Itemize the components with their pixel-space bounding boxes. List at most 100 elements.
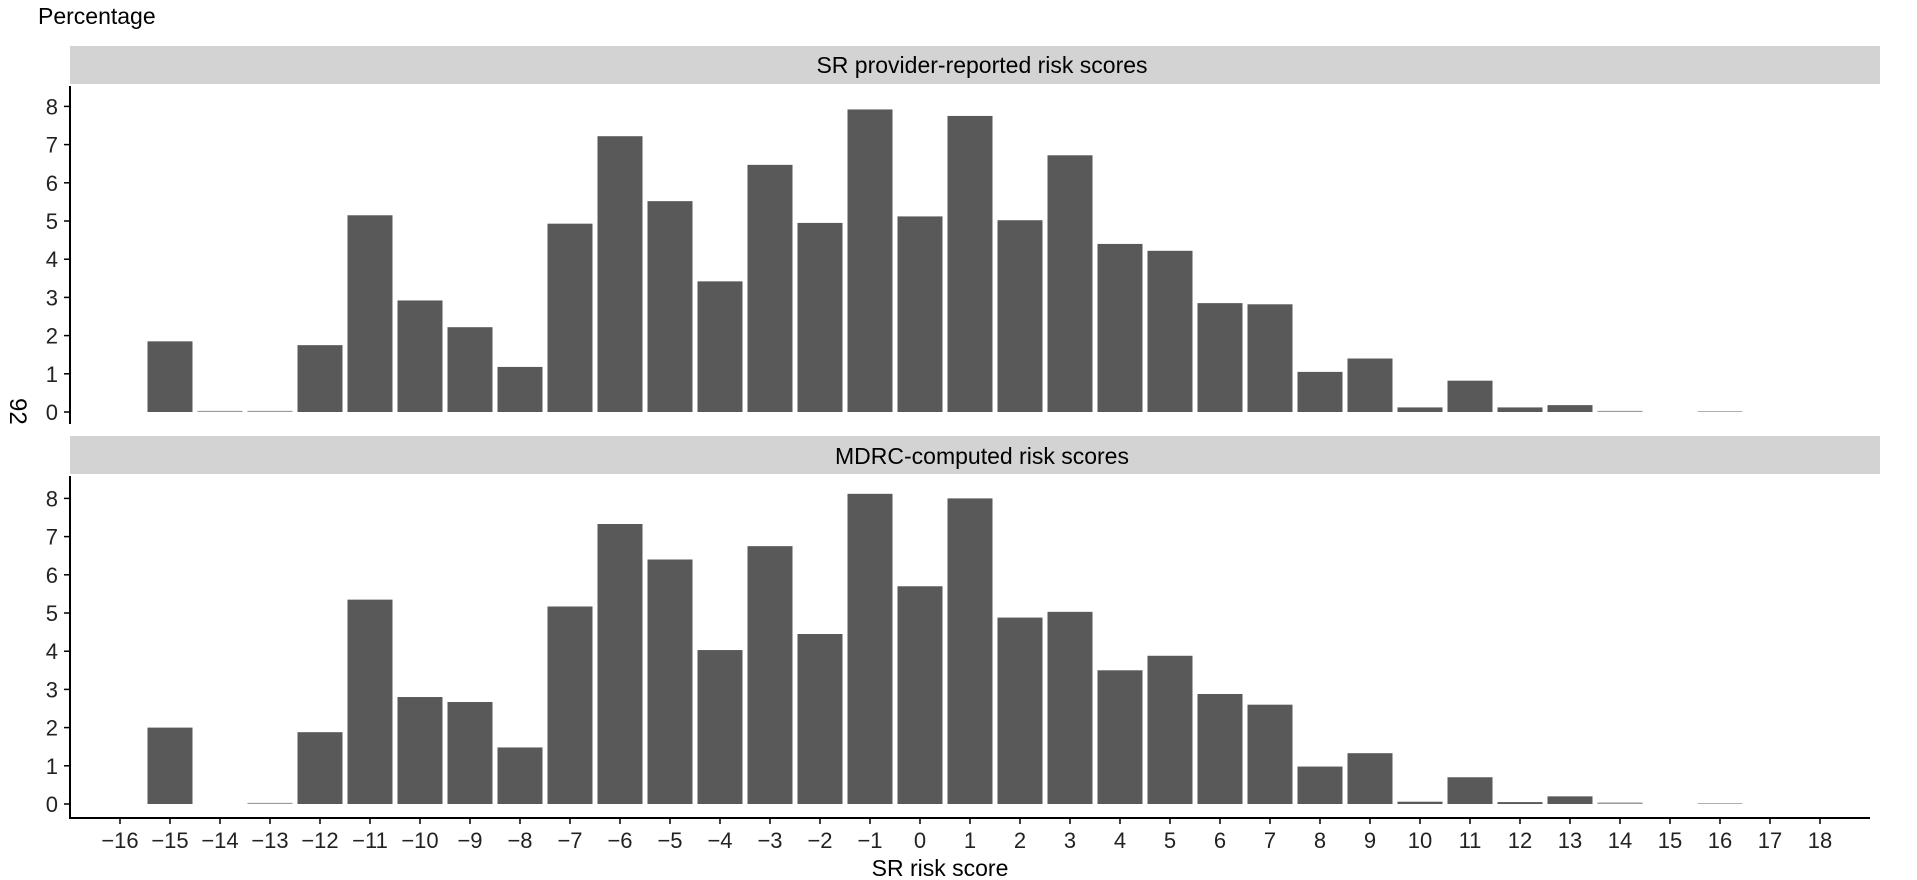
y-ticks-group: 0 1 2 3 4 5 6 7 8 — [46, 486, 70, 817]
bar-11 — [1447, 777, 1493, 804]
x-tick-label: 0 — [914, 828, 926, 853]
strip-title: SR provider-reported risk scores — [816, 52, 1147, 78]
x-tick-label: −10 — [401, 828, 438, 853]
x-tick-label: 7 — [1264, 828, 1276, 853]
y-tick-label: 7 — [46, 525, 58, 550]
page-number-mark: 92 — [4, 398, 31, 425]
bar-minus-13 — [247, 410, 293, 412]
bar-8 — [1297, 766, 1343, 804]
bar-5 — [1147, 655, 1193, 804]
x-tick-label: −4 — [707, 828, 732, 853]
bar-5 — [1147, 250, 1193, 412]
bar-minus-14 — [197, 410, 243, 412]
bar-minus-15 — [147, 727, 193, 804]
bar-6 — [1197, 303, 1243, 412]
bar-minus-3 — [747, 546, 793, 804]
y-tick-label: 5 — [46, 601, 58, 626]
x-tick-label: −11 — [352, 828, 388, 853]
y-tick-label: 7 — [46, 133, 58, 158]
x-tick-label: −6 — [607, 828, 632, 853]
bar-0 — [897, 586, 943, 804]
bar-2 — [997, 617, 1043, 804]
bar-minus-7 — [547, 223, 593, 412]
bar-minus-2 — [797, 222, 843, 412]
x-tick-label: −7 — [557, 828, 582, 853]
x-tick-label: −3 — [757, 828, 782, 853]
strip-background — [70, 436, 1880, 474]
x-tick-label: 2 — [1014, 828, 1026, 853]
x-tick-label: −8 — [507, 828, 532, 853]
y-tick-label: 3 — [46, 285, 58, 310]
bar-12 — [1497, 802, 1543, 804]
bar-16 — [1697, 411, 1743, 412]
y-axis-title: Percentage — [38, 3, 156, 29]
x-tick-label: 3 — [1064, 828, 1076, 853]
x-tick-label: −13 — [251, 828, 288, 853]
bar-13 — [1547, 405, 1593, 412]
x-tick-label: −2 — [807, 828, 832, 853]
y-ticks-group: 0 1 2 3 4 5 6 7 8 — [46, 94, 70, 425]
bar-8 — [1297, 371, 1343, 412]
y-tick-label: 6 — [46, 171, 58, 196]
x-tick-label: 12 — [1508, 828, 1532, 853]
y-tick-label: 2 — [46, 716, 58, 741]
bar-4 — [1097, 670, 1143, 804]
y-tick-label: 0 — [46, 792, 58, 817]
bar-9 — [1347, 358, 1393, 412]
x-tick-label: −1 — [857, 828, 882, 853]
bar-11 — [1447, 380, 1493, 412]
panel-provider-reported: SR provider-reported risk scores 0 1 2 3 4 5 6… — [46, 46, 1880, 425]
x-tick-label: 8 — [1314, 828, 1326, 853]
x-tick-label: 14 — [1608, 828, 1632, 853]
x-tick-label: 4 — [1114, 828, 1126, 853]
x-tick-label: −16 — [101, 828, 138, 853]
y-tick-label: 5 — [46, 209, 58, 234]
bar-minus-9 — [447, 702, 493, 804]
bar-12 — [1497, 407, 1543, 412]
strip-background — [70, 46, 1880, 84]
bar-minus-4 — [697, 650, 743, 804]
x-tick-label: −15 — [151, 828, 188, 853]
bar-minus-9 — [447, 327, 493, 412]
x-tick-label: −14 — [201, 828, 238, 853]
bars-group — [147, 109, 1743, 413]
bar-minus-8 — [497, 747, 543, 804]
panel-mdrc-computed: MDRC-computed risk scores 0 1 2 3 4 5 6 7 8 — [46, 436, 1880, 819]
bar-7 — [1247, 704, 1293, 804]
bar-minus-1 — [847, 493, 893, 804]
bar-1 — [947, 498, 993, 804]
bar-minus-10 — [397, 300, 443, 412]
bar-0 — [897, 216, 943, 412]
bar-minus-13 — [247, 802, 293, 804]
bar-minus-11 — [347, 215, 393, 412]
bar-13 — [1547, 796, 1593, 804]
x-tick-label: −5 — [657, 828, 682, 853]
x-tick-label: 17 — [1758, 828, 1782, 853]
bar-3 — [1047, 155, 1093, 413]
strip-title: MDRC-computed risk scores — [835, 443, 1129, 469]
bar-minus-7 — [547, 606, 593, 804]
y-tick-label: 8 — [46, 94, 58, 119]
x-axis-title: SR risk score — [872, 855, 1009, 880]
bar-2 — [997, 220, 1043, 412]
y-tick-label: 4 — [46, 639, 58, 664]
x-tick-label: −9 — [457, 828, 482, 853]
x-tick-label: 5 — [1164, 828, 1176, 853]
y-tick-label: 8 — [46, 486, 58, 511]
bar-minus-2 — [797, 634, 843, 804]
x-tick-label: 16 — [1708, 828, 1732, 853]
bars-group — [147, 493, 1743, 804]
bar-9 — [1347, 753, 1393, 804]
bar-minus-5 — [647, 559, 693, 804]
bar-1 — [947, 115, 993, 412]
y-tick-label: 2 — [46, 324, 58, 349]
x-tick-label: −12 — [301, 828, 338, 853]
bar-minus-4 — [697, 281, 743, 412]
bar-minus-6 — [597, 523, 643, 804]
x-tick-label: 6 — [1214, 828, 1226, 853]
bar-14 — [1597, 410, 1643, 412]
x-tick-label: 15 — [1658, 828, 1682, 853]
y-tick-label: 3 — [46, 677, 58, 702]
bar-7 — [1247, 304, 1293, 412]
